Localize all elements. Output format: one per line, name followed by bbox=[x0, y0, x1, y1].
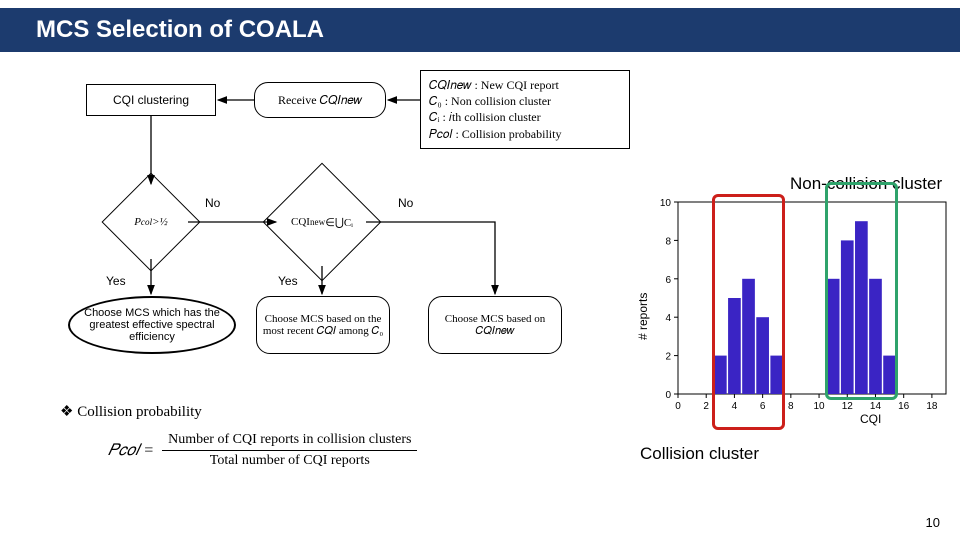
svg-text:2: 2 bbox=[703, 401, 709, 412]
svg-text:8: 8 bbox=[788, 401, 794, 412]
formula-lhs: 𝑃𝑐𝑜𝑙 = bbox=[108, 442, 154, 460]
x-axis-label: CQI bbox=[860, 412, 881, 426]
svg-text:14: 14 bbox=[870, 401, 882, 412]
svg-text:10: 10 bbox=[813, 401, 825, 412]
legend-box: 𝐶𝑄𝐼𝑛𝑒𝑤 : New CQI report 𝐶₀ : Non collisi… bbox=[420, 70, 630, 149]
edge-label-yes: Yes bbox=[106, 274, 126, 288]
legend-row: 𝐶₀ : Non collision cluster bbox=[429, 93, 615, 109]
node-choose-recent: Choose MCS based on the most recent 𝐶𝑄𝐼 … bbox=[256, 296, 390, 354]
svg-text:8: 8 bbox=[665, 236, 671, 247]
svg-text:16: 16 bbox=[898, 401, 910, 412]
page-title: MCS Selection of COALA bbox=[36, 16, 324, 44]
node-label: Choose MCS based on 𝐶𝑄𝐼𝑛𝑒𝑤 bbox=[433, 313, 557, 338]
collision-highlight bbox=[712, 194, 785, 430]
edge-label-no: No bbox=[205, 196, 220, 210]
edge-label-yes: Yes bbox=[278, 274, 298, 288]
svg-text:18: 18 bbox=[926, 401, 938, 412]
formula-fraction: Number of CQI reports in collision clust… bbox=[162, 432, 417, 469]
formula-num: Number of CQI reports in collision clust… bbox=[162, 432, 417, 451]
node-membership-decision: CQInew∈⋃Cᵢ bbox=[263, 163, 382, 282]
page-number: 10 bbox=[926, 515, 940, 530]
node-label: Choose MCS based on the most recent 𝐶𝑄𝐼 … bbox=[261, 313, 385, 338]
node-choose-new: Choose MCS based on 𝐶𝑄𝐼𝑛𝑒𝑤 bbox=[428, 296, 562, 354]
svg-text:10: 10 bbox=[660, 198, 672, 209]
y-axis-label: # reports bbox=[636, 293, 650, 340]
node-cqi-clustering: CQI clustering bbox=[86, 84, 216, 116]
legend-row: 𝐶ᵢ : 𝑖th collision cluster bbox=[429, 109, 615, 125]
edge-label-no: No bbox=[398, 196, 413, 210]
node-label: CQI clustering bbox=[113, 93, 189, 107]
svg-text:0: 0 bbox=[665, 390, 671, 401]
collision-cluster-label: Collision cluster bbox=[640, 444, 759, 464]
formula-den: Total number of CQI reports bbox=[162, 451, 417, 469]
node-label: Receive 𝐶𝑄𝐼𝑛𝑒𝑤 bbox=[278, 93, 362, 108]
node-receive: Receive 𝐶𝑄𝐼𝑛𝑒𝑤 bbox=[254, 82, 386, 118]
histogram: 0246810024681012141618 bbox=[648, 196, 952, 420]
legend-row: 𝑃𝑐𝑜𝑙 : Collision probability bbox=[429, 126, 615, 142]
cp-formula: 𝑃𝑐𝑜𝑙 = Number of CQI reports in collisio… bbox=[108, 432, 417, 469]
svg-text:4: 4 bbox=[665, 313, 671, 324]
node-pcol-decision: Pcol>½ bbox=[102, 173, 201, 272]
noncollision-highlight bbox=[825, 182, 898, 400]
svg-text:2: 2 bbox=[665, 352, 671, 363]
cp-heading: Collision probability bbox=[60, 402, 202, 421]
title-bar: MCS Selection of COALA bbox=[0, 8, 960, 52]
node-choose-greatest: Choose MCS which has the greatest effect… bbox=[68, 296, 236, 354]
svg-text:0: 0 bbox=[675, 401, 681, 412]
legend-row: 𝐶𝑄𝐼𝑛𝑒𝑤 : New CQI report bbox=[429, 77, 615, 93]
svg-text:6: 6 bbox=[665, 275, 671, 286]
node-label: Choose MCS which has the greatest effect… bbox=[74, 307, 230, 343]
svg-text:12: 12 bbox=[842, 401, 854, 412]
